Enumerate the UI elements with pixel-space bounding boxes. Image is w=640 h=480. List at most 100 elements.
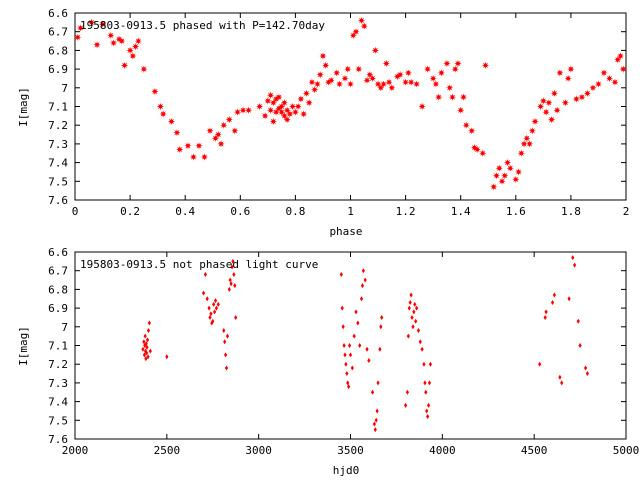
x-tick-label: 2000: [62, 444, 89, 457]
data-point: [209, 311, 213, 317]
data-point: [388, 84, 396, 92]
data-point: [297, 95, 305, 103]
data-point: [225, 333, 230, 339]
data-point: [498, 177, 506, 185]
data-point: [415, 305, 419, 311]
data-point: [561, 99, 569, 107]
data-point: [372, 421, 376, 427]
data-point: [148, 348, 152, 354]
data-point: [416, 328, 421, 334]
data-point: [195, 142, 203, 150]
data-point: [255, 102, 264, 111]
data-point: [335, 80, 344, 88]
x-tick-label: 1.8: [561, 205, 581, 218]
data-point: [545, 99, 553, 107]
data-points: [141, 255, 590, 433]
data-point: [382, 59, 390, 68]
data-point: [571, 255, 575, 261]
data-point: [216, 301, 220, 307]
data-point: [142, 352, 147, 358]
data-point: [165, 354, 169, 360]
y-tick-label: 7.5: [48, 414, 68, 427]
data-point: [550, 89, 558, 98]
chart-title: 195803-0913.5 phased with P=142.70day: [80, 19, 325, 32]
data-point: [280, 112, 288, 120]
data-point: [333, 69, 341, 77]
data-point: [346, 380, 350, 386]
data-point: [224, 365, 229, 371]
data-point: [426, 402, 431, 408]
x-tick-label: 0.6: [230, 205, 250, 218]
data-point: [585, 371, 590, 377]
data-point: [564, 74, 572, 83]
data-point: [371, 46, 379, 54]
data-point: [349, 31, 357, 40]
x-tick-label: 4500: [521, 444, 548, 457]
data-point: [342, 343, 346, 348]
data-point: [126, 46, 134, 54]
data-point: [167, 117, 176, 126]
data-point: [576, 318, 580, 324]
data-point: [357, 16, 366, 25]
data-point: [151, 87, 159, 96]
data-point: [354, 309, 358, 315]
data-point: [76, 24, 85, 32]
data-point: [220, 121, 228, 129]
data-point: [424, 389, 428, 395]
data-point: [156, 102, 164, 111]
data-point: [227, 286, 231, 292]
data-point: [556, 69, 564, 77]
data-point: [291, 108, 299, 116]
chart-title: 195803-0913.5 not phased light curve: [80, 258, 318, 271]
y-axis-label: I[mag]: [17, 87, 30, 127]
data-point: [531, 117, 539, 126]
data-point: [118, 37, 126, 45]
data-point: [412, 309, 416, 315]
phased-chart: 0 0.2 0.4 0.6 0.8 1 1.2 1.4 1.6 1.8 2 6.6 6.7 6.8 6.9…: [17, 7, 629, 238]
x-tick-label: 0.4: [175, 205, 195, 218]
data-point: [352, 333, 356, 339]
data-point: [144, 341, 148, 347]
data-point: [572, 95, 581, 103]
data-point: [427, 380, 432, 386]
data-point: [87, 18, 96, 26]
data-point: [147, 320, 151, 326]
data-point: [544, 309, 548, 315]
data-point: [512, 175, 520, 184]
y-tick-label: 6.7: [48, 265, 68, 278]
data-point: [578, 93, 586, 101]
data-point: [361, 268, 365, 274]
x-tick-label: 4000: [429, 444, 456, 457]
data-point: [98, 20, 107, 28]
data-point: [233, 283, 237, 289]
data-point: [308, 78, 316, 86]
data-point: [410, 314, 414, 320]
data-point: [459, 93, 468, 101]
data-point: [229, 281, 233, 287]
data-point: [600, 69, 608, 77]
data-point: [451, 65, 459, 73]
data-point: [107, 31, 115, 40]
data-point: [365, 346, 369, 352]
x-axis-label: phase: [329, 225, 362, 238]
y-tick-label: 7: [61, 82, 68, 95]
y-tick-label: 7.3: [48, 138, 68, 151]
data-point: [347, 384, 351, 390]
data-point: [214, 130, 222, 139]
data-point: [402, 78, 410, 86]
data-point: [495, 164, 503, 172]
data-point: [214, 305, 219, 311]
data-point: [289, 102, 297, 111]
data-point: [411, 324, 415, 330]
data-point: [275, 93, 283, 101]
data-point: [217, 140, 225, 148]
data-point: [346, 80, 355, 88]
data-point: [583, 365, 588, 371]
data-point: [269, 117, 277, 126]
data-point: [367, 357, 371, 363]
data-point: [462, 121, 470, 129]
data-point: [616, 52, 625, 60]
data-point: [490, 183, 498, 191]
data-point: [567, 65, 575, 73]
